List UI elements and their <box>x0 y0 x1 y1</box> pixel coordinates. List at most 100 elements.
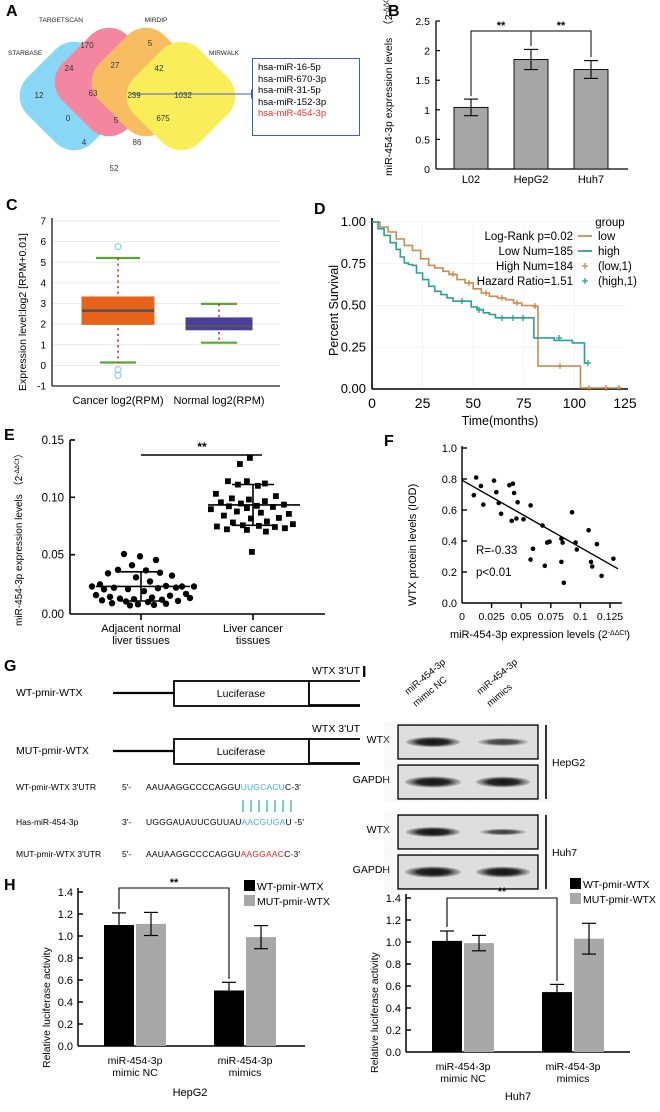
panel-g-align-1-name: Has-miR-454-3p <box>16 817 79 827</box>
mirna-item-2: hsa-miR-31-5p <box>258 85 321 97</box>
panel-h-hepg2-xlabels: miR-454-3p mimic NC miR-454-3p mimics <box>108 1055 273 1079</box>
panel-d-legend-low: low <box>598 231 616 243</box>
panel-f-ylabel: WTX protein levels (IOD) <box>407 484 419 606</box>
panel-f-xticks: 0 0.025 0.05 0.075 0.1 0.125 <box>459 611 623 623</box>
panel-c-ytick-2: 2 <box>40 320 46 331</box>
panel-d-xticks: 0 25 50 75 100 125 <box>368 395 637 411</box>
panel-h-hepg2-bars <box>104 911 276 1046</box>
panel-d-annot-3: Hazard Ratio=1.51 <box>477 276 573 288</box>
panel-g-pairing-bars <box>242 800 292 812</box>
panel-g-align-1-tail: U -5' <box>285 817 305 827</box>
panel-d-legend-high: high <box>598 246 620 258</box>
panel-h-huh7-ylabel: Relative luciferase activity <box>369 951 381 1073</box>
panel-e-xtick-normal-l2: liver tissues <box>112 635 170 647</box>
panel-c-xtick-cancer: Cancer log2(RPM) <box>72 395 163 407</box>
panel-h-hepg2-xtick-1-l1: miR-454-3p <box>218 1055 273 1067</box>
panel-b-xtick-huh7: Huh7 <box>578 174 604 186</box>
panel-h-huh7-xtick-1-l2: mimics <box>557 1073 590 1085</box>
panel-f-ytick-00: 0.0 <box>442 598 457 610</box>
panel-c-ytick-6: 6 <box>40 237 46 248</box>
panel-e-ytick-005: 0.05 <box>42 550 64 562</box>
panel-g-align-1-seed: AACGUGA <box>241 817 286 827</box>
panel-g-align-2-seq: AAUAAGGCCCCAGGUAAGGAACC-3' <box>146 849 300 859</box>
panel-c-box-normal <box>185 302 253 344</box>
panel-e: E miR-454-3p expression levels（2-ΔΔCt） 0… <box>0 426 330 648</box>
panel-i-cellline-huh7: Huh7 <box>552 847 577 859</box>
panel-i-protein-2: WTX <box>367 824 390 836</box>
panel-b-bar-l02 <box>453 106 489 170</box>
panel-h-right: Relative luciferase activity 1.4 1.2 1.0… <box>330 878 660 1107</box>
panel-h-huh7-ytick-06: 0.6 <box>386 981 401 993</box>
panel-d-legend: low high (low,1) (high,1) <box>578 231 637 288</box>
venn-count-target-mirdip-mirwalk: 675 <box>156 114 170 123</box>
panel-g-construct-1-name: MUT-pmir-WTX <box>16 745 89 757</box>
panel-e-xlabels: Adjacent normal liver tissues Liver canc… <box>101 623 283 647</box>
panel-f: F WTX protein levels (IOD) 1.0 0.8 0.6 0… <box>330 426 660 648</box>
panel-d-xtick-75: 75 <box>516 395 532 411</box>
panel-g: G WT-pmir-WTX Luciferase WTX 3'UTR-Luci … <box>0 655 360 880</box>
panel-f-ytick-04: 0.4 <box>442 536 457 548</box>
panel-h-hepg2-xtick-0-l1: miR-454-3p <box>108 1055 163 1067</box>
panel-d-chart: 1.00 0.75 0.50 0.25 0.00 0 25 50 75 100 … <box>327 214 637 428</box>
panel-d-annotations: Log-Rank p=0.02 Low Num=185 High Num=184… <box>477 231 574 288</box>
panel-d-axes <box>371 218 628 390</box>
panel-b-xtick-l02: L02 <box>462 174 480 186</box>
panel-d-xlabel: Time(months) <box>462 414 539 428</box>
panel-e-yticks: 0.15 0.10 0.05 0.00 <box>42 435 64 621</box>
panel-d-legend-low1: (low,1) <box>598 261 632 273</box>
panel-h-hepg2-ytick-10: 1.0 <box>58 931 73 943</box>
panel-h-huh7-xlabels: miR-454-3p mimic NC miR-454-3p mimics <box>436 1061 601 1085</box>
panel-g-construct-1-right-label: WTX 3'UTR-Luci <box>312 723 360 735</box>
panel-b-sig-2: ** <box>557 20 566 32</box>
panel-g-align-0-seed: UUGCACU <box>240 782 285 792</box>
panel-f-points <box>471 475 616 586</box>
venn-count-targetscan-only: 170 <box>80 41 94 50</box>
panel-h-hepg2-xtick-1-l2: mimics <box>229 1067 262 1079</box>
panel-h-huh7-xtick-0-l2: mimic NC <box>440 1073 486 1085</box>
panel-h-hepg2-bar-mut-mimics <box>246 937 276 1046</box>
panel-d-label: D <box>314 201 326 218</box>
venn-label-targetscan: TARGETSCAN <box>39 17 83 24</box>
panel-g-align-0-seq: AAUAAGGCCCCAGGUUUGCACUC-3' <box>146 782 301 792</box>
venn-count-star-target-mirwalk: 5 <box>114 116 119 125</box>
panel-e-chart: miR-454-3p expression levels（2-ΔΔCt） 0.1… <box>13 435 325 647</box>
panel-d-ytick-025: 0.25 <box>341 339 366 354</box>
panel-c-ytick-7: 7 <box>40 217 46 228</box>
venn-count-star-target: 24 <box>65 64 74 73</box>
panel-h-huh7-ytick-02: 0.2 <box>386 1025 401 1037</box>
venn-diagram: STARBASE TARGETSCAN MIRDIP MIRWALK 170 5… <box>8 17 256 173</box>
panel-h-huh7-sig-bracket <box>446 897 558 981</box>
panel-d-censors-high <box>459 298 591 366</box>
panel-e-label: E <box>4 427 15 444</box>
panel-f-trendline <box>461 479 619 570</box>
panel-f-ytick-02: 0.2 <box>442 567 457 579</box>
panel-c-ytick-3: 3 <box>40 299 46 310</box>
panel-f-yticks: 1.0 0.8 0.6 0.4 0.2 0.0 <box>442 443 457 610</box>
panel-e-ytick-015: 0.15 <box>42 435 64 447</box>
venn-count-mirdip-only: 5 <box>148 39 153 48</box>
panel-i-protein-3: GAPDH <box>353 864 390 876</box>
panel-h-huh7-ytick-12: 1.2 <box>386 915 401 927</box>
panel-f-xtick-0075: 0.075 <box>538 611 564 623</box>
panel-h-hepg2-ylabel: Relative luciferase activity <box>41 946 53 1068</box>
panel-f-axes <box>461 446 622 608</box>
panel-i-cellline-hepg2: HepG2 <box>552 757 585 769</box>
panel-f-xtick-0: 0 <box>459 611 465 623</box>
panel-e-sig-mark: ** <box>197 440 207 454</box>
venn-count-mirdip-mirwalk: 42 <box>155 64 164 73</box>
panel-d-ytick-100: 1.00 <box>341 214 366 229</box>
panel-b-chart: miR-454-3p expression levels （2-ΔΔCt） 0 … <box>383 0 628 186</box>
mirna-item-4-highlight: hsa-miR-454-3p <box>258 108 327 120</box>
panel-d-xtick-25: 25 <box>415 395 431 411</box>
panel-h-chart-huh7: Relative luciferase activity 1.4 1.2 1.0… <box>369 878 656 1103</box>
panel-h-hepg2-ytick-04: 0.4 <box>58 997 73 1009</box>
panel-h-hepg2-ytick-02: 0.2 <box>58 1019 73 1031</box>
panel-b-ytick-2: 1 <box>424 105 430 117</box>
panel-g-construct-0-box-label: Luciferase <box>217 688 266 700</box>
panel-g-construct-0-box <box>173 680 310 707</box>
panel-h-hepg2-sig-bracket <box>118 887 230 979</box>
panel-c-ytick-1: 1 <box>40 340 46 351</box>
panel-a: A STARBASE TARGETSCAN MIRDIP MIRWALK 170… <box>0 0 370 195</box>
panel-h-chart-hepg2: Relative luciferase activity 1.4 1.2 1.0… <box>41 877 330 1099</box>
panel-d: D 1.00 0.75 0.50 0.25 0.00 0 25 50 <box>310 196 660 431</box>
